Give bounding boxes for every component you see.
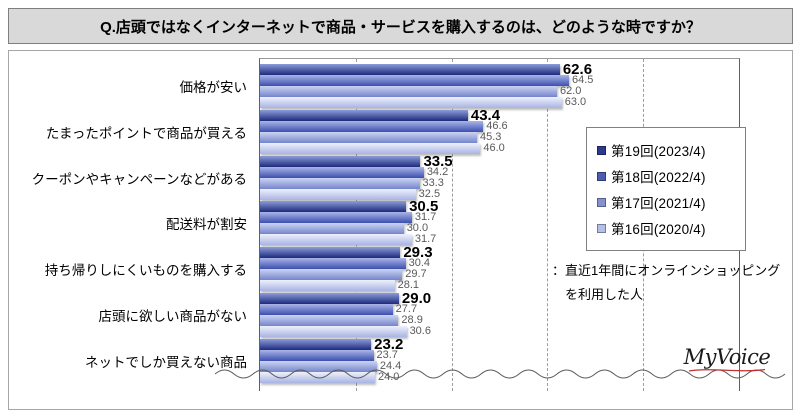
value-label: 46.0 [483, 141, 505, 154]
category-label: 配送料が割安 [166, 217, 247, 233]
bar [260, 201, 407, 213]
value-label: 62.6 [562, 61, 593, 78]
chart-panel: 価格が安いたまったポイントで商品が買えるクーポンやキャンペーンなどがある配送料が… [8, 50, 793, 410]
bar [260, 223, 404, 235]
legend-label: 第16回(2020/4) [611, 222, 706, 237]
bar [260, 234, 412, 246]
value-label: 28.9 [401, 314, 423, 326]
bar [260, 304, 393, 315]
category-label: 持ち帰りしにくいものを購入する [44, 263, 247, 279]
legend-marker-icon [597, 171, 606, 181]
category-label: たまったポイントで商品が買える [45, 125, 247, 141]
value-label: 29.3 [403, 244, 433, 262]
bar [260, 349, 374, 361]
category-label: 価格が安い [179, 80, 248, 95]
bar [260, 75, 569, 86]
category-label: 店頭に欲しい商品がない [98, 309, 248, 324]
bar [260, 247, 401, 259]
legend-item: 第19回(2023/4) [597, 137, 735, 163]
legend-label: 第18回(2022/4) [611, 170, 706, 185]
bar [260, 155, 421, 167]
legend-item: 第18回(2022/4) [597, 163, 735, 189]
value-label: 33.5 [423, 152, 453, 170]
bar [260, 166, 424, 178]
value-label: 32.5 [418, 187, 441, 200]
legend-marker-icon [597, 145, 606, 155]
bar [260, 86, 557, 97]
myvoice-logo-text: MyVoice [683, 345, 771, 369]
survey-note-line2: を利用した人 [565, 287, 644, 303]
value-label: 31.7 [414, 211, 437, 224]
value-label: 43.4 [470, 106, 501, 124]
legend-label: 第17回(2021/4) [611, 196, 706, 211]
value-label: 28.1 [397, 279, 420, 292]
value-label: 30.0 [406, 222, 429, 235]
bar [260, 269, 403, 281]
value-label: 45.3 [479, 130, 502, 143]
bar [260, 109, 468, 121]
legend-item: 第17回(2021/4) [597, 189, 735, 215]
bar [260, 326, 407, 337]
value-label: 62.0 [559, 85, 582, 97]
page-title: Q.店頭ではなくインターネットで商品・サービスを購入するのは、どのような時ですか… [100, 18, 701, 36]
bar [260, 177, 420, 189]
chart-title-bar: Q.店頭ではなくインターネットで商品・サービスを購入するのは、どのような時ですか… [8, 8, 793, 44]
legend-marker-icon [597, 223, 606, 233]
legend-box: 第19回(2023/4) 第18回(2022/4) 第17回(2021/4) 第16回… [586, 127, 746, 251]
logo-underline-icon [688, 368, 766, 372]
bar [260, 280, 395, 292]
value-label: 30.4 [408, 257, 431, 270]
value-label: 63.0 [564, 96, 587, 108]
survey-note-line1: ：直近1年間にオンラインショッピング [552, 263, 781, 278]
axis-break-wave [214, 365, 800, 388]
value-label: 29.7 [405, 268, 427, 281]
bar-group: 33.5 34.2 33.3 32.5 [260, 152, 739, 202]
bar-group: 62.6 64.5 62.0 63.0 [260, 61, 739, 110]
bar-group: 29.0 27.7 28.9 30.6 [260, 290, 739, 339]
legend-item: 第16回(2020/4) [597, 215, 735, 241]
value-label: 23.7 [376, 348, 398, 361]
bar-group: 30.5 31.7 30.0 31.7 [260, 198, 739, 247]
legend-marker-icon [597, 197, 606, 207]
value-label: 46.6 [486, 119, 508, 132]
bar [260, 360, 377, 372]
value-label: 30.6 [409, 325, 431, 337]
value-label: 24.4 [379, 359, 402, 372]
value-label: 34.2 [426, 165, 449, 178]
value-label: 30.5 [409, 198, 439, 216]
myvoice-logo: MyVoice [677, 345, 777, 373]
bar-group: 29.3 30.4 29.7 28.1 [260, 244, 739, 293]
bar [260, 188, 416, 200]
value-label: 64.5 [571, 74, 594, 86]
bar [260, 97, 562, 108]
bar [260, 258, 406, 270]
legend-label: 第19回(2023/4) [611, 144, 706, 159]
bar [260, 315, 399, 326]
category-label: ネットでしか買えない商品 [85, 354, 247, 370]
wave-path [214, 369, 786, 379]
value-label: 24.0 [377, 370, 400, 383]
survey-note: ：直近1年間にオンラインショッピング を利用した人 [552, 259, 800, 307]
bar-group: 43.4 46.6 45.3 46.0 [260, 106, 739, 156]
gridline-60 [547, 59, 549, 391]
value-label: 29.0 [401, 290, 432, 307]
value-label: 31.7 [414, 233, 437, 246]
bar [260, 338, 372, 350]
bar [260, 120, 484, 132]
bar [260, 131, 477, 143]
value-label: 27.7 [395, 303, 418, 315]
bar [260, 212, 412, 224]
value-label: 23.2 [374, 335, 404, 353]
bar [260, 293, 399, 304]
value-label: 33.3 [422, 176, 444, 189]
bar [260, 64, 560, 75]
gridline-40 [451, 59, 453, 391]
bar [260, 142, 481, 154]
category-label: クーポンやキャンペーンなどがある [31, 171, 247, 187]
